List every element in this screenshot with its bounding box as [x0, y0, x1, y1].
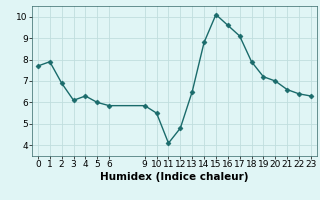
- X-axis label: Humidex (Indice chaleur): Humidex (Indice chaleur): [100, 172, 249, 182]
